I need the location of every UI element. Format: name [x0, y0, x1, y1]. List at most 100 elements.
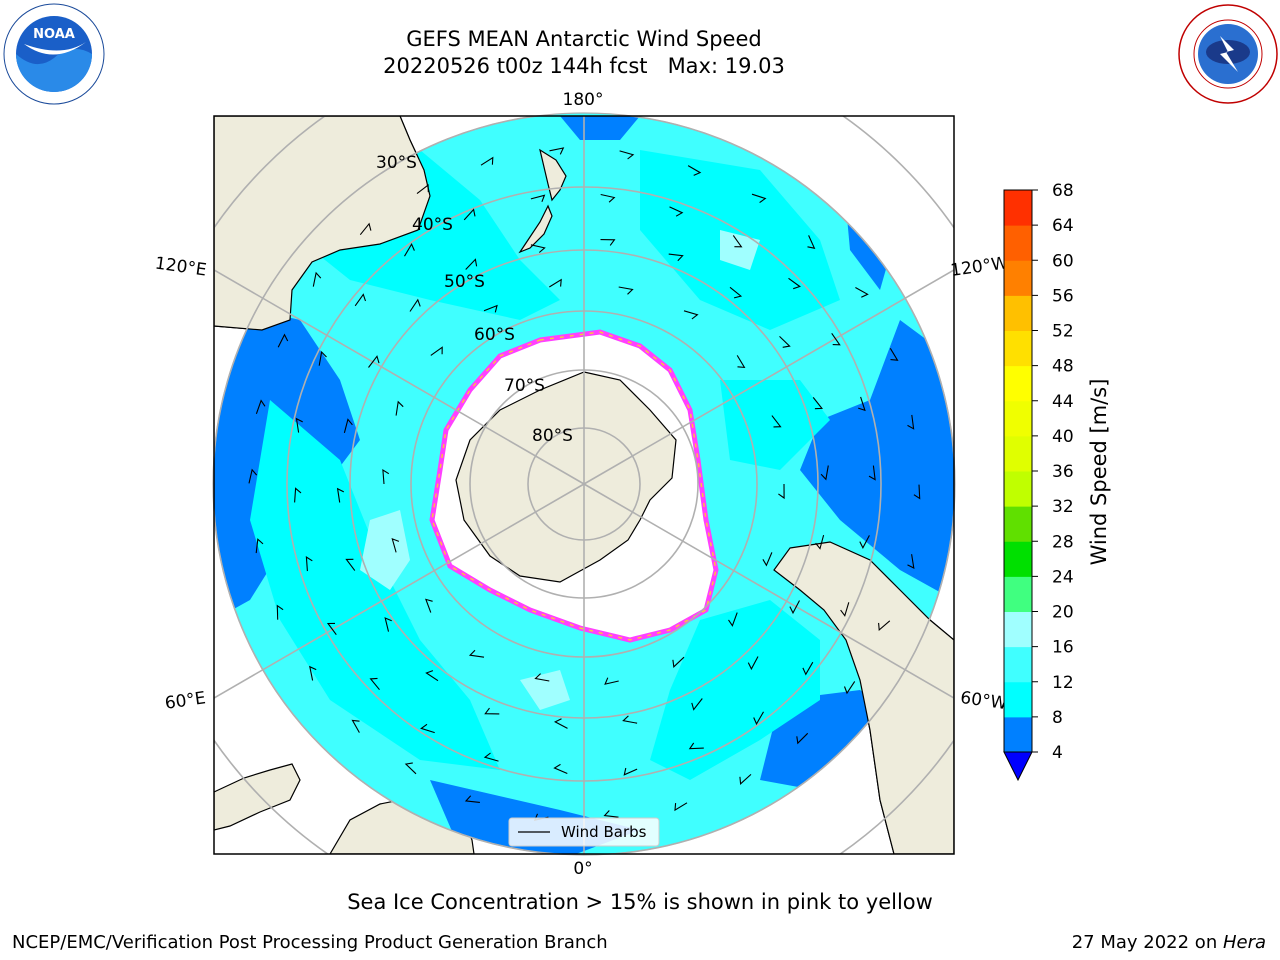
colorbar-tick-label: 56 [1052, 286, 1074, 306]
wind-barb [672, 656, 685, 668]
lat-label-60s: 60°S [474, 325, 515, 345]
wind-barb [549, 147, 565, 155]
wind-barb [318, 350, 327, 366]
colorbar-segment [1004, 576, 1032, 612]
svg-text:NOAA: NOAA [33, 27, 75, 42]
wind-barb [480, 156, 494, 166]
map-boundary [212, 112, 956, 856]
wind-barb [913, 484, 921, 500]
wind-barb [843, 681, 856, 695]
wind-barb [728, 612, 738, 627]
colorbar-segment [1004, 506, 1032, 542]
sea-ice-caption: Sea Ice Concentration > 15% is shown in … [347, 890, 933, 914]
page-title: GEFS MEAN Antarctic Wind Speed [406, 27, 762, 51]
colorbar-segment [1004, 435, 1032, 472]
colorbar-segment [1004, 646, 1032, 683]
wind-barb [409, 298, 421, 312]
wind-barb [878, 620, 891, 632]
map-frame [213, 115, 955, 855]
wind-barb [907, 414, 915, 430]
wind-barb [840, 602, 850, 617]
colorbar-segment [1004, 681, 1032, 718]
wind-barb [404, 762, 417, 775]
wind-barb [600, 193, 616, 203]
wind-barb [674, 802, 688, 812]
lon-label-120e: 120°E [154, 254, 208, 281]
lat-label-50s: 50°S [444, 272, 485, 292]
latitude-labels: 30°S 40°S 50°S 60°S 70°S 80°S [376, 153, 573, 446]
wind-barb [619, 150, 635, 160]
wind-barb [600, 239, 616, 246]
wind-barb [305, 556, 313, 572]
wind-barb [484, 707, 500, 715]
wind-barb [618, 286, 634, 295]
colorbar-tick-label: 68 [1052, 181, 1074, 201]
antarctica [429, 329, 719, 643]
page-subtitle: 20220526 t00z 144h fcst Max: 19.03 [383, 54, 785, 78]
wind-barb [549, 278, 562, 288]
wind-barb [277, 333, 289, 348]
wind-barb [739, 773, 752, 785]
wind-barb [788, 277, 801, 290]
wind-barb [530, 244, 546, 253]
wind-barb [603, 810, 619, 818]
colorbar-segment [1004, 225, 1032, 261]
colorbar-label: Wind Speed [m/s] [1087, 379, 1111, 566]
legend-label: Wind Barbs [561, 823, 647, 841]
wind-barb [771, 415, 782, 428]
footer-host: Hera [1222, 932, 1266, 953]
wind-barb [326, 622, 337, 636]
colorbar-segment [1004, 190, 1032, 226]
wind-barb [815, 534, 825, 550]
wind-barb [255, 399, 266, 414]
wind-barb [868, 465, 876, 481]
wind-barb [530, 194, 546, 202]
wind-barb [464, 795, 480, 803]
wind-barb [465, 258, 478, 270]
wind-barb [416, 184, 429, 195]
wind-barb [812, 397, 823, 410]
wind-barb [855, 287, 869, 298]
footer-credit: NCEP/EMC/Verification Post Processing Pr… [12, 932, 608, 953]
map-legend: Wind Barbs [508, 817, 660, 847]
wind-barb [736, 355, 746, 369]
colorbar-segment [1004, 330, 1032, 367]
wind-barb [807, 235, 816, 249]
wind-barb [351, 719, 360, 733]
wind-barb [391, 537, 400, 553]
colorbar-tick-label: 48 [1052, 357, 1074, 377]
colorbar-tick-label: 32 [1052, 497, 1074, 517]
colorbar-tick-label: 52 [1052, 322, 1074, 342]
wind-barb [343, 418, 353, 434]
wind-barb [604, 677, 619, 685]
wind-barb [359, 222, 372, 236]
wind-barb [483, 304, 498, 313]
colorbar-tick-label: 24 [1052, 567, 1074, 587]
wind-barb [295, 417, 303, 433]
nws-logo [1178, 4, 1278, 104]
wind-barb [907, 554, 915, 569]
wind-barb [687, 165, 702, 176]
wind-barb [858, 396, 866, 412]
wind-barb [294, 487, 302, 503]
wind-barb [468, 649, 485, 658]
colorbar-segment [1004, 541, 1032, 577]
wind-barb [753, 711, 764, 726]
wind-barb [859, 535, 870, 550]
colorbar-tick-label: 40 [1052, 427, 1074, 447]
lon-label-120w: 120°W [949, 253, 1009, 281]
colorbar-segment [1004, 260, 1032, 296]
wind-barb [309, 665, 317, 681]
wind-barb [369, 677, 380, 691]
colorbar-tick-label: 20 [1052, 603, 1074, 623]
land-australia [214, 116, 954, 854]
wind-barb [463, 208, 476, 221]
wind-barb [276, 604, 284, 620]
colorbar-tick-label: 8 [1052, 708, 1063, 728]
lon-label-60e: 60°E [164, 688, 207, 713]
wind-barb [553, 718, 568, 729]
wind-barb [425, 670, 439, 682]
wind-barb [747, 656, 759, 671]
